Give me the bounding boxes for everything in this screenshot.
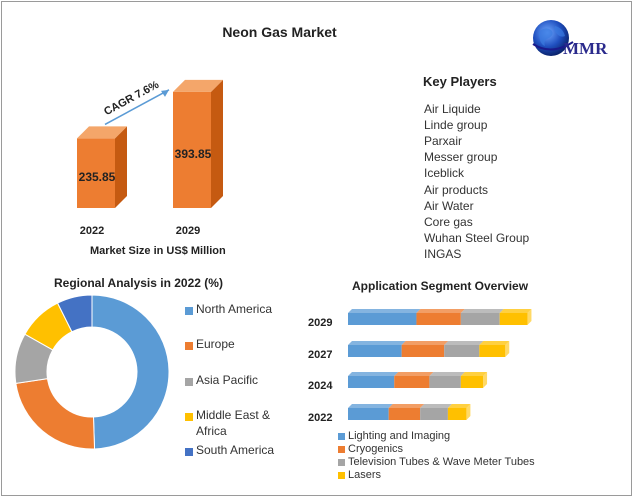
legend-swatch [185, 448, 193, 456]
key-player-item: Iceblick [424, 166, 465, 181]
key-player-item: Air Water [424, 198, 474, 213]
key-player-item: Parxair [424, 134, 463, 149]
app-bar-segment [416, 313, 461, 325]
key-player-item: Core gas [424, 214, 473, 229]
app-legend-swatch [338, 446, 345, 453]
legend-label: North America [196, 302, 273, 316]
key-player-item: Wuhan Steel Group [424, 230, 530, 245]
app-legend-swatch [338, 472, 345, 479]
app-bar-segment-top [429, 372, 465, 376]
app-bar-end [505, 341, 510, 357]
app-legend-label: Lighting and Imaging [348, 430, 451, 442]
app-year-label: 2024 [308, 380, 333, 392]
app-bar-segment-top [394, 372, 434, 376]
app-bar-segment [388, 408, 421, 420]
app-bar-segment [394, 376, 430, 388]
app-bar-segment-top [348, 309, 421, 313]
key-player-item: INGAS [424, 246, 462, 261]
regional-donut-chart [14, 294, 170, 450]
app-bar-segment-top [388, 404, 425, 408]
app-bar-segment [348, 313, 417, 325]
page-title: Neon Gas Market [222, 24, 337, 40]
bar-category-label: 2029 [176, 225, 200, 237]
legend-swatch [185, 307, 193, 315]
donut-slice-south-america [56, 294, 93, 333]
cagr-arrowhead [161, 89, 169, 97]
key-player-item: Air products [424, 182, 489, 197]
mmr-logo: MMR [529, 14, 629, 66]
app-bar-segment-top [479, 341, 510, 345]
app-bar-segment [420, 408, 448, 420]
legend-label: Africa [196, 424, 227, 438]
app-year-label: 2027 [308, 349, 332, 361]
app-bar-segment-top [444, 341, 484, 345]
app-bar-segment [499, 313, 528, 325]
app-bar-segment-top [348, 372, 399, 376]
legend-label: Europe [196, 337, 235, 351]
legend-label: Middle East & [196, 408, 271, 422]
application-segment-chart: 2029 2027 2024 2022 [308, 309, 532, 424]
app-legend-label: Cryogenics [348, 443, 404, 455]
donut-slice-europe [15, 378, 96, 450]
app-bar-segment [447, 408, 467, 420]
globe-icon [532, 20, 574, 56]
app-bar-segment-top [416, 309, 465, 313]
app-bar-segment [348, 376, 395, 388]
legend-swatch [185, 342, 193, 350]
app-bar-segment-top [348, 404, 393, 408]
app-bar-segment-top [420, 404, 452, 408]
regional-analysis-title: Regional Analysis in 2022 (%) [54, 276, 223, 290]
app-bar-segment [460, 376, 484, 388]
bar-2022 [77, 126, 127, 208]
app-legend-swatch [338, 433, 345, 440]
legend-swatch [185, 378, 193, 386]
bar-value-label: 235.85 [79, 170, 116, 184]
app-legend-swatch [338, 459, 345, 466]
app-bar-segment [401, 345, 445, 357]
key-player-item: Linde group [424, 118, 488, 133]
application-segment-title: Application Segment Overview [352, 279, 529, 293]
bar-value-label: 393.85 [175, 147, 212, 161]
bar-2029 [173, 79, 223, 209]
market-size-axis-label: Market Size in US$ Million [90, 245, 226, 257]
app-bar-end [466, 404, 471, 420]
app-bar-segment-top [447, 404, 471, 408]
app-year-label: 2022 [308, 412, 332, 424]
app-bar-segment [348, 408, 389, 420]
app-bar-segment-top [460, 372, 488, 376]
legend-label: Asia Pacific [196, 373, 259, 387]
app-bar-segment [444, 345, 480, 357]
app-bar-segment [479, 345, 506, 357]
app-bar-segment-top [348, 341, 406, 345]
legend-swatch [185, 413, 193, 421]
key-player-item: Air Liquide [424, 102, 481, 116]
app-bar-segment-top [401, 341, 449, 345]
legend-label: South America [196, 443, 275, 457]
logo-text: MMR [563, 39, 608, 58]
app-bar-segment-top [499, 309, 532, 313]
app-legend-label: Lasers [348, 469, 382, 481]
app-bar-end [527, 309, 532, 325]
cagr-arrow [104, 89, 170, 126]
donut-slice-north-america [91, 294, 170, 450]
app-year-label: 2029 [308, 317, 332, 329]
key-players-title: Key Players [423, 74, 497, 89]
app-bar-end [483, 372, 488, 388]
key-player-item: Messer group [424, 150, 498, 165]
app-bar-segment [460, 313, 500, 325]
app-legend-label: Television Tubes & Wave Meter Tubes [348, 456, 535, 468]
app-bar-segment [348, 345, 402, 357]
app-bar-segment [429, 376, 461, 388]
bar-category-label: 2022 [80, 225, 104, 237]
app-bar-segment-top [460, 309, 504, 313]
